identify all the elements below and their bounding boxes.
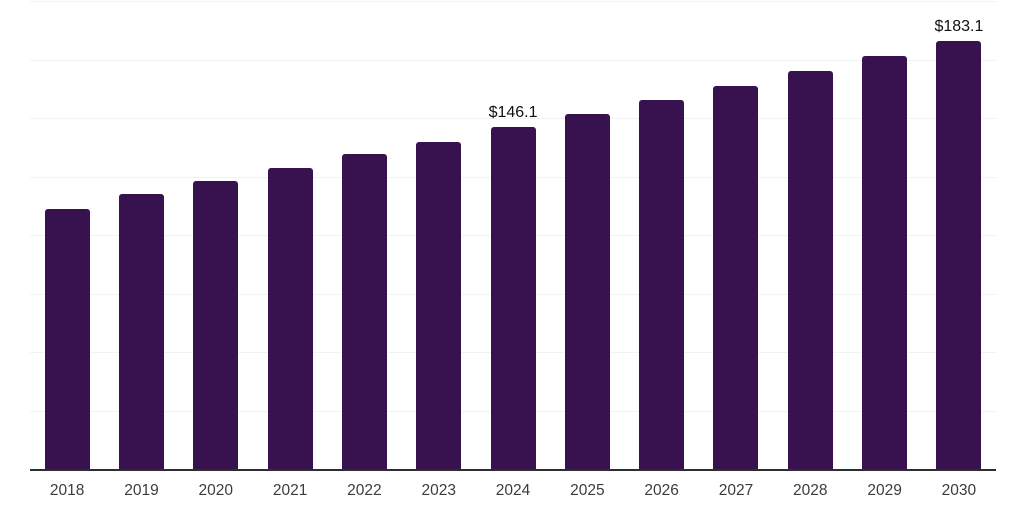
x-tick-label-2021: 2021: [272, 482, 308, 499]
bar-band-2025: [550, 1, 624, 469]
data-label-2024: $146.1: [488, 104, 538, 122]
x-tick-label-2029: 2029: [867, 482, 902, 499]
x-tick-label-2022: 2022: [347, 482, 382, 499]
bar-2023: [416, 141, 462, 469]
gridline: [30, 118, 996, 119]
bar-2022: [341, 153, 387, 469]
bar-2028: [787, 70, 833, 469]
bar-2026: [639, 99, 685, 469]
bar-2021: [267, 168, 313, 469]
x-tick-label-2030: 2030: [941, 482, 977, 499]
bar-2018: [44, 209, 90, 469]
gridline: [30, 1, 996, 2]
bars-row: $146.1 $183.1: [30, 1, 996, 469]
x-tick-label-2018: 2018: [49, 482, 85, 499]
bar-band-2029: [847, 1, 921, 469]
bar-band-2030: $183.1: [922, 1, 996, 469]
x-tick-label-2028: 2028: [793, 482, 828, 499]
x-axis-row: 2018 2019 2020 2021 2022 2023 2024 2025 2026 2027…: [30, 482, 996, 501]
bar-band-2022: [327, 1, 401, 469]
gridline: [30, 59, 996, 61]
bar-band-2018: [30, 1, 104, 469]
bar-2027: [713, 86, 759, 469]
x-tick-label-2025: 2025: [570, 482, 605, 499]
bar-2030: [936, 40, 982, 469]
bar-2019: [118, 194, 164, 469]
bar-band-2021: [253, 1, 327, 469]
x-tick-label-2027: 2027: [718, 482, 754, 499]
x-tick-label-2024: 2024: [495, 482, 531, 499]
bar-2020: [193, 181, 239, 469]
data-label-2030: $183.1: [934, 17, 984, 35]
bar-band-2026: [625, 1, 699, 469]
bar-2029: [862, 56, 908, 469]
x-tick-label-2023: 2023: [421, 482, 456, 499]
bar-band-2027: [699, 1, 773, 469]
plot-area: $146.1 $183.1: [30, 1, 996, 471]
bar-band-2024: $146.1: [476, 1, 550, 469]
bar-2024: [490, 127, 536, 469]
bar-band-2020: [179, 1, 253, 469]
x-tick-label-2026: 2026: [644, 482, 679, 499]
bar-2025: [564, 114, 610, 469]
bar-band-2028: [773, 1, 847, 469]
x-tick-label-2020: 2020: [198, 482, 234, 499]
bar-band-2023: [402, 1, 476, 469]
bar-band-2019: [104, 1, 178, 469]
x-tick-label-2019: 2019: [124, 482, 159, 499]
